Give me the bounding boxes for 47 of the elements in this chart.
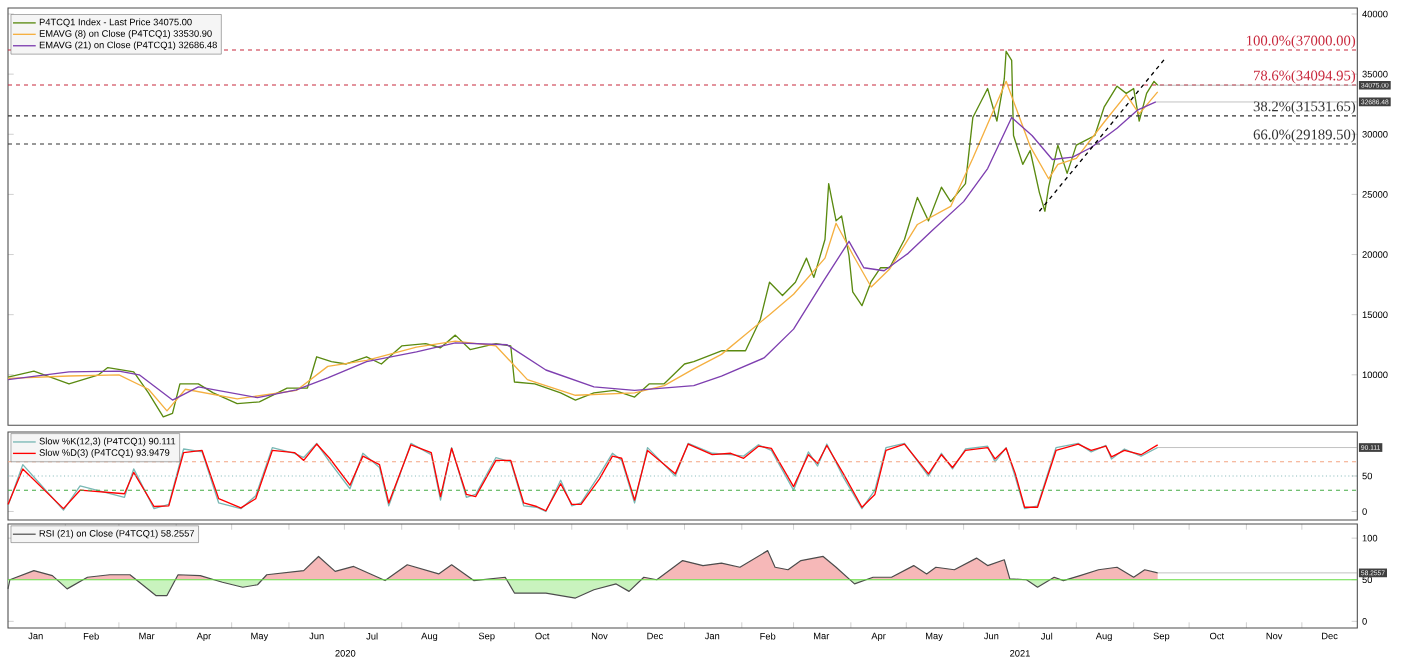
legend-label: EMAVG (21) on Close (P4TCQ1) 32686.48 <box>39 41 217 51</box>
x-tick-label: Jun <box>983 632 999 640</box>
y-tick-label: 40000 <box>1362 10 1388 18</box>
text: 2021 <box>1010 650 1030 657</box>
y-tick-label: 0 <box>1362 508 1367 515</box>
legend-label: Slow %K(12,3) (P4TCQ1) 90.111 <box>39 437 176 447</box>
legend-label: Slow %D(3) (P4TCQ1) 93.9479 <box>39 449 170 458</box>
x-tick-label: Dec <box>647 632 663 640</box>
x-tick-label: Aug <box>421 632 438 642</box>
x-tick-label: Mar <box>139 632 155 640</box>
x-tick-label: Dec <box>1322 632 1338 640</box>
x-tick-label: Oct <box>1210 632 1225 640</box>
x-tick-label: Sep <box>1153 632 1170 642</box>
y-tick-label: 100 <box>1362 534 1378 542</box>
x-tick-label: Jul <box>1040 632 1053 640</box>
ref-line-label: 38.2%(31531.65) <box>1253 100 1356 115</box>
y-tick-label: 25000 <box>1362 191 1388 198</box>
legend-label: P4TCQ1 Index - Last Price 34075.00 <box>39 18 192 28</box>
x-tick-label: Jul <box>366 632 378 640</box>
x-tick-label: Nov <box>1266 632 1283 640</box>
y-tick-label: 35000 <box>1362 70 1388 78</box>
x-tick-label: Sep <box>478 632 495 642</box>
y-tick-label: 10000 <box>1362 371 1388 379</box>
y-tick-label: 20000 <box>1362 251 1388 258</box>
x-tick-label: Apr <box>871 632 886 642</box>
x-tick-label: Apr <box>196 632 212 642</box>
y-tick-label: 15000 <box>1362 311 1388 318</box>
y-tick-label: 30000 <box>1362 130 1388 138</box>
x-tick-label: Jan <box>704 632 720 640</box>
x-tick-label: May <box>251 632 269 642</box>
x-tick-label: Oct <box>535 632 550 640</box>
x-tick-label: Feb <box>83 632 99 640</box>
legend-label: EMAVG (8) on Close (P4TCQ1) 33530.90 <box>39 29 212 39</box>
x-tick-label: Jun <box>309 632 324 640</box>
x-tick-label: Feb <box>760 632 776 640</box>
y-tick-label: 50 <box>1362 472 1373 480</box>
ref-line-label: 100.0%(37000.00) <box>1247 35 1356 49</box>
x-tick-label: Aug <box>1095 632 1112 642</box>
legend-label: RSI (21) on Close (P4TCQ1) 58.2557 <box>39 529 195 539</box>
text: 2020 <box>335 650 356 657</box>
x-tick-label: May <box>925 632 943 642</box>
ref-line-label: 78.6%(34094.95) <box>1254 70 1356 84</box>
ref-line-label: 66.0%(29189.50) <box>1253 129 1356 143</box>
y-tick-label: 0 <box>1362 618 1367 625</box>
x-tick-label: Mar <box>814 632 830 640</box>
x-tick-label: Nov <box>591 632 608 640</box>
x-tick-label: Jan <box>28 632 43 640</box>
